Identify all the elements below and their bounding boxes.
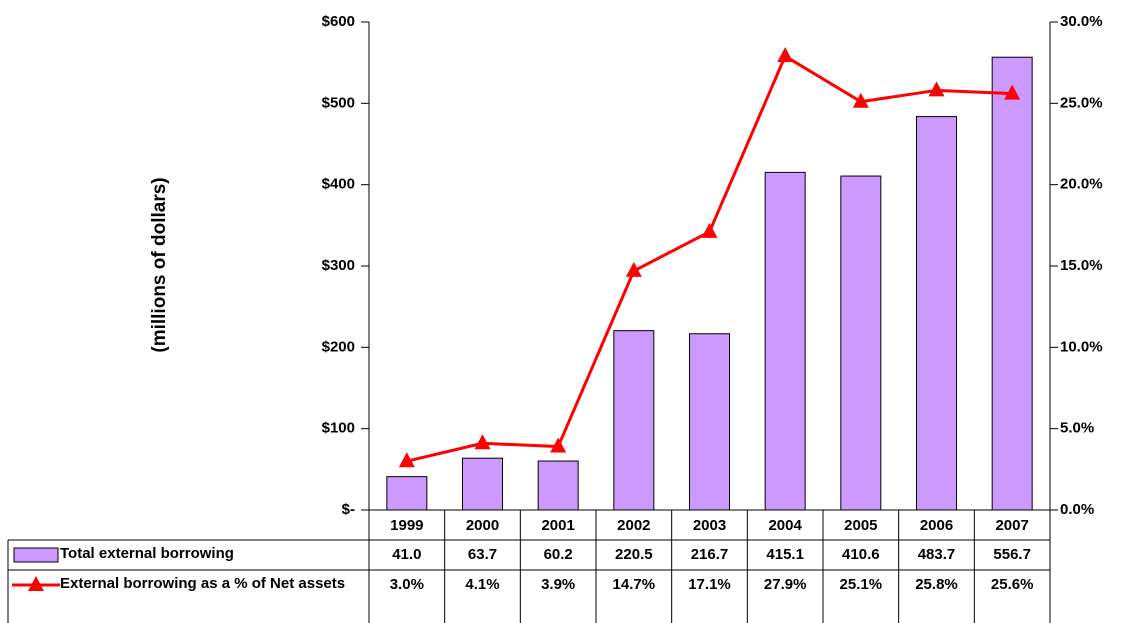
marker xyxy=(777,47,794,63)
data-label: 27.9% xyxy=(764,576,807,593)
data-label: 410.6 xyxy=(842,546,880,563)
y-axis-label: (millions of dollars) xyxy=(149,177,170,352)
legend-entry: External borrowing as a % of Net assets xyxy=(60,575,346,592)
data-label: 25.8% xyxy=(915,576,958,593)
legend-entry: Total external borrowing xyxy=(60,545,234,562)
x-tick-label: 1999 xyxy=(390,517,423,534)
bar xyxy=(613,330,655,511)
marker xyxy=(928,81,945,97)
data-label: 3.0% xyxy=(390,576,424,593)
marker xyxy=(398,452,415,468)
x-tick-label: 2006 xyxy=(920,517,953,534)
y-tick-label: $500 xyxy=(322,94,355,111)
y2-tick-label: 20.0% xyxy=(1060,176,1103,193)
bar xyxy=(689,333,730,511)
y-tick-label: $- xyxy=(342,501,355,518)
y-tick-label: $400 xyxy=(322,176,355,193)
bar xyxy=(764,171,806,511)
legend-key xyxy=(28,576,44,591)
bar xyxy=(840,175,882,511)
marker xyxy=(550,437,567,453)
x-tick-label: 2003 xyxy=(693,517,726,534)
data-label: 415.1 xyxy=(766,546,804,563)
y2-tick-label: 5.0% xyxy=(1060,420,1094,437)
bar xyxy=(916,116,957,511)
data-label: 3.9% xyxy=(541,576,575,593)
y-tick-label: $300 xyxy=(322,257,355,274)
data-label: 4.1% xyxy=(465,576,499,593)
x-tick-label: 2005 xyxy=(844,517,877,534)
data-label: 17.1% xyxy=(688,576,731,593)
y2-tick-label: 0.0% xyxy=(1060,501,1094,518)
data-label: 41.0 xyxy=(392,546,421,563)
legend-label: Total external borrowing xyxy=(60,545,234,562)
data-label: 556.7 xyxy=(993,546,1031,563)
marker xyxy=(625,261,642,277)
legend-label: External borrowing as a % of Net assets xyxy=(60,575,346,592)
y2-tick-label: 25.0% xyxy=(1060,94,1103,111)
legend-key xyxy=(13,547,59,563)
y-tick-label: $600 xyxy=(322,13,355,30)
y2-tick-label: 10.0% xyxy=(1060,338,1103,355)
bar xyxy=(386,476,428,511)
marker xyxy=(1004,84,1021,100)
bar xyxy=(462,457,503,511)
bar xyxy=(991,56,1033,511)
x-tick-label: 2004 xyxy=(768,517,802,534)
y-tick-label: $100 xyxy=(322,420,355,437)
marker xyxy=(474,434,491,450)
y2-tick-label: 30.0% xyxy=(1060,13,1103,30)
marker xyxy=(701,222,718,238)
data-label: 220.5 xyxy=(615,546,653,563)
x-tick-label: 2001 xyxy=(541,517,574,534)
x-tick-label: 2007 xyxy=(995,517,1028,534)
data-label: 63.7 xyxy=(468,546,497,563)
data-label: 216.7 xyxy=(691,546,729,563)
x-tick-label: 2000 xyxy=(466,517,499,534)
data-label: 25.6% xyxy=(991,576,1034,593)
data-label: 14.7% xyxy=(613,576,656,593)
data-label: 25.1% xyxy=(840,576,883,593)
data-label: 60.2 xyxy=(544,546,573,563)
data-label: 483.7 xyxy=(918,546,956,563)
x-tick-label: 2002 xyxy=(617,517,650,534)
marker xyxy=(852,92,869,108)
y2-tick-label: 15.0% xyxy=(1060,257,1103,274)
y-tick-label: $200 xyxy=(322,338,355,355)
bar xyxy=(537,460,579,511)
